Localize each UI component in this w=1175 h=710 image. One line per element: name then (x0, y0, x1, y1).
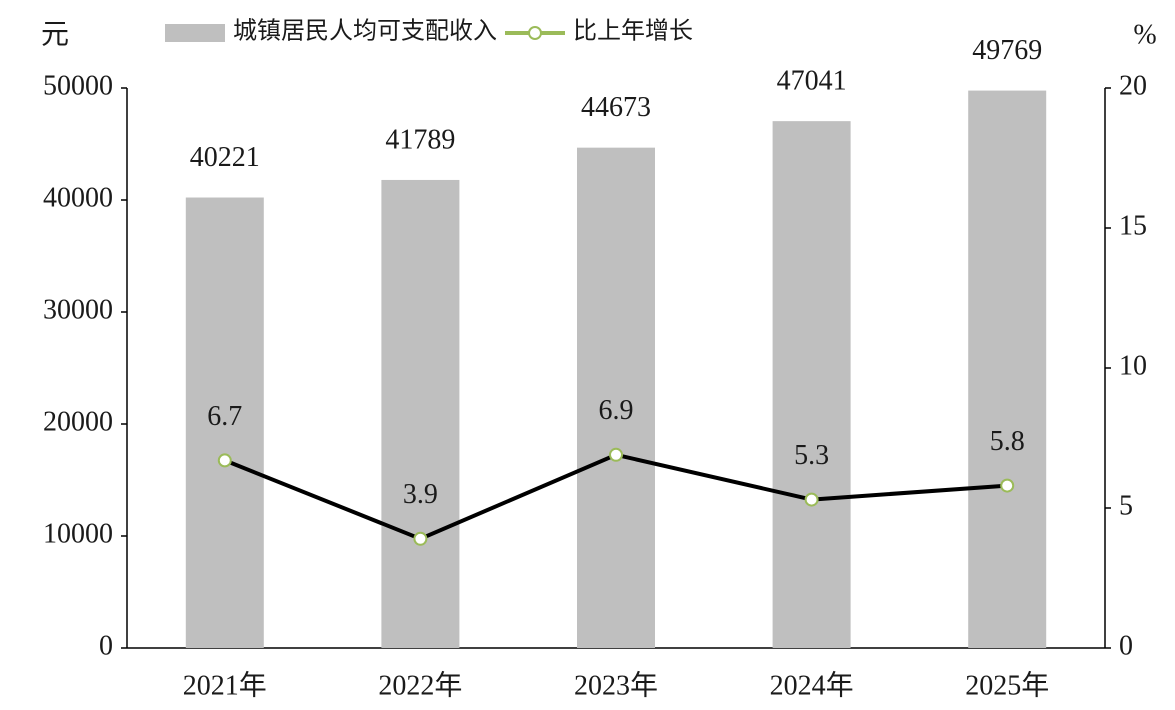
y2-tick-label: 5 (1119, 490, 1133, 521)
line-marker (1000, 478, 1015, 493)
y2-tick-label: 10 (1119, 350, 1147, 381)
y2-tick-label: 20 (1119, 70, 1147, 101)
y2-tick-label: 15 (1119, 210, 1147, 241)
y-tick-label: 40000 (43, 182, 113, 213)
line-value-label: 5.3 (794, 440, 829, 471)
bar (381, 179, 460, 648)
bar-value-label: 49769 (972, 35, 1042, 66)
bar-value-label: 41789 (385, 124, 455, 155)
bar-value-label: 44673 (581, 92, 651, 123)
x-tick-label: 2023年 (574, 669, 658, 701)
line-marker (217, 453, 232, 468)
y-tick-label: 20000 (43, 406, 113, 437)
bar-value-label: 40221 (190, 142, 260, 173)
bar (185, 197, 264, 649)
legend-text: 比上年增长 (573, 18, 693, 45)
y-tick-label: 50000 (43, 70, 113, 101)
bar (968, 90, 1047, 648)
line-marker (804, 492, 819, 507)
bar (577, 147, 655, 648)
y2-tick-label: 0 (1119, 630, 1133, 661)
line-marker (413, 531, 428, 546)
line-marker (609, 447, 623, 462)
y-tick-label: 30000 (43, 294, 113, 325)
line-value-label: 6.9 (599, 395, 634, 426)
x-tick-label: 2024年 (770, 669, 854, 701)
bar-value-label: 47041 (777, 66, 847, 97)
x-tick-label: 2021年 (183, 669, 267, 701)
y-tick-label: 10000 (43, 518, 113, 549)
line-value-label: 5.8 (990, 426, 1025, 457)
x-tick-label: 2022年 (378, 669, 462, 701)
y2-axis-unit: % (1133, 19, 1156, 50)
legend-swatch (165, 24, 225, 42)
x-tick-label: 2025年 (965, 669, 1049, 701)
legend-text: 城镇居民人均可支配收入 (233, 18, 497, 45)
y-axis-unit: 元 (41, 19, 69, 50)
line-value-label: 3.9 (403, 479, 438, 510)
bar (772, 121, 851, 648)
y-tick-label: 0 (99, 630, 113, 661)
line-value-label: 6.7 (207, 401, 242, 432)
legend-marker (528, 26, 542, 40)
